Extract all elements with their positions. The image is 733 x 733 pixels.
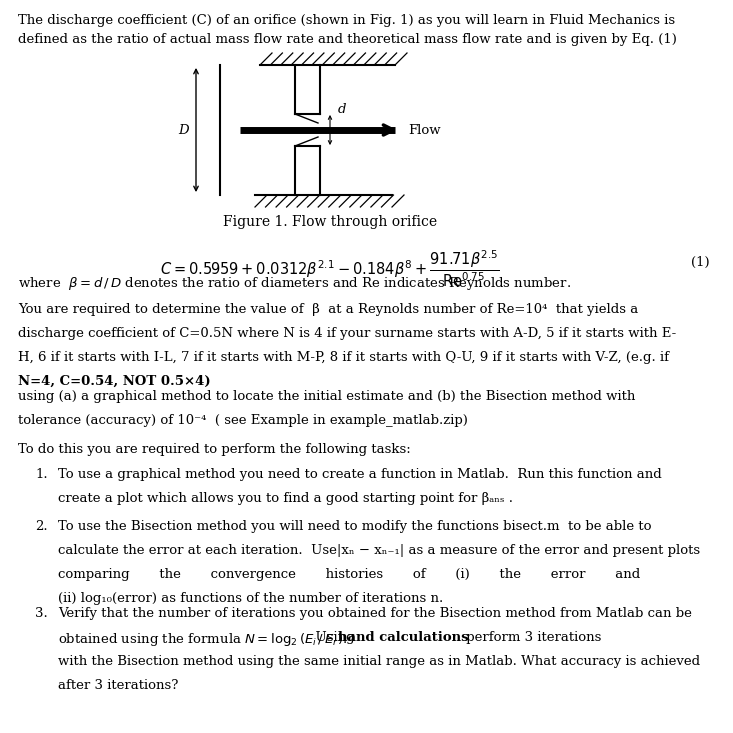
Text: You are required to determine the value of  β  at a Reynolds number of Re=10⁴  t: You are required to determine the value … (18, 303, 638, 316)
Text: 3.: 3. (35, 607, 48, 620)
Text: N=4, C=0.54, NOT 0.5×4): N=4, C=0.54, NOT 0.5×4) (18, 375, 210, 388)
Text: To use a graphical method you need to create a function in Matlab.  Run this fun: To use a graphical method you need to cr… (58, 468, 662, 481)
Text: where  $\beta = d\,/\,D$ denotes the ratio of diameters and Re indicates Reynold: where $\beta = d\,/\,D$ denotes the rati… (18, 275, 571, 292)
Text: obtained using the formula $N = \log_2(E_i\,/\,E_r)$.: obtained using the formula $N = \log_2(E… (58, 631, 347, 648)
Text: discharge coefficient of C=0.5N where N is 4 if your surname starts with A-D, 5 : discharge coefficient of C=0.5N where N … (18, 327, 677, 340)
Text: D: D (179, 123, 189, 136)
Text: after 3 iterations?: after 3 iterations? (58, 679, 178, 692)
Text: d: d (338, 103, 347, 116)
Text: (1): (1) (691, 256, 710, 269)
Text: 2.: 2. (35, 520, 48, 533)
Text: using (a) a graphical method to locate the initial estimate and (b) the Bisectio: using (a) a graphical method to locate t… (18, 390, 636, 403)
Text: hand calculations: hand calculations (338, 631, 468, 644)
Text: calculate the error at each iteration.  Use|xₙ − xₙ₋₁| as a measure of the error: calculate the error at each iteration. U… (58, 544, 700, 557)
Text: tolerance (accuracy) of 10⁻⁴  ( see Example in example_matlab.zip): tolerance (accuracy) of 10⁻⁴ ( see Examp… (18, 414, 468, 427)
Text: H, 6 if it starts with I-L, 7 if it starts with M-P, 8 if it starts with Q-U, 9 : H, 6 if it starts with I-L, 7 if it star… (18, 351, 669, 364)
Text: $C = 0.5959 + 0.0312\beta^{2.1} - 0.184\beta^{8} + \dfrac{91.71\beta^{2.5}}{\mat: $C = 0.5959 + 0.0312\beta^{2.1} - 0.184\… (161, 248, 500, 289)
Text: create a plot which allows you to find a good starting point for βₐₙₛ .: create a plot which allows you to find a… (58, 492, 513, 505)
Text: To use the Bisection method you will need to modify the functions bisect.m  to b: To use the Bisection method you will nee… (58, 520, 652, 533)
Text: To do this you are required to perform the following tasks:: To do this you are required to perform t… (18, 443, 410, 456)
Text: Figure 1. Flow through orifice: Figure 1. Flow through orifice (223, 215, 437, 229)
Text: comparing       the       convergence       histories       of       (i)       t: comparing the convergence histories of (… (58, 568, 640, 581)
Text: Verify that the number of iterations you obtained for the Bisection method from : Verify that the number of iterations you… (58, 607, 692, 620)
Text: Using: Using (307, 631, 359, 644)
Text: perform 3 iterations: perform 3 iterations (462, 631, 601, 644)
Text: N=4, C=0.54, NOT 0.5×4): N=4, C=0.54, NOT 0.5×4) (18, 375, 210, 388)
Text: The discharge coefficient (C) of an orifice (shown in Fig. 1) as you will learn : The discharge coefficient (C) of an orif… (18, 14, 677, 45)
Text: 1.: 1. (35, 468, 48, 481)
Text: with the Bisection method using the same initial range as in Matlab. What accura: with the Bisection method using the same… (58, 655, 700, 668)
Text: (ii) log₁₀(error) as functions of the number of iterations n.: (ii) log₁₀(error) as functions of the nu… (58, 592, 443, 605)
Text: Flow: Flow (408, 123, 441, 136)
